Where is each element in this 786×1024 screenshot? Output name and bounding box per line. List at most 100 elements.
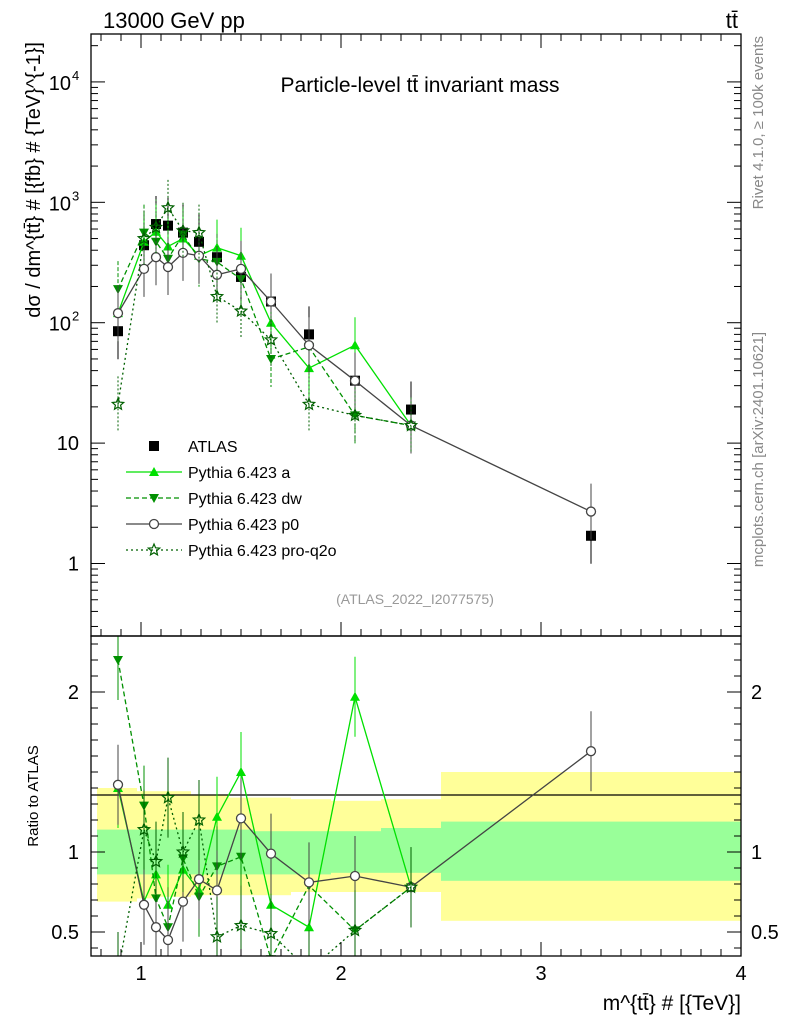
legend-label: ATLAS [188,439,238,456]
ratio-point [265,848,277,859]
ratio-point [138,899,150,910]
uncertainty-band-inner [331,831,381,873]
mcplots-label: mcplots.cern.ch [arXiv:2401.10621] [750,332,767,567]
uncertainty-band-inner [137,829,153,875]
y-tick-label: 10 [57,433,79,455]
ratio-point [112,779,124,790]
uncertainty-band-inner [229,829,255,875]
ratio-point [160,790,176,804]
legend-marker [149,494,159,503]
data-point [160,200,176,214]
x-axis-label: m^{tt̄} # [{TeV}] [603,992,741,1015]
data-point [303,340,315,351]
series-line-4 [117,206,412,427]
ratio-point [349,870,361,882]
ratio-y-tick-label-right: 2 [751,682,762,704]
chart-title: Particle-level tt̄ invariant mass [281,74,560,97]
data-point [209,288,225,303]
data-point [138,263,150,275]
ratio-point [303,964,314,975]
data-point [403,417,419,432]
data-point [585,506,597,517]
ratio-point [113,656,123,665]
ratio-point [304,922,314,932]
data-point [150,252,162,263]
data-point [136,231,152,245]
series-2 [113,204,416,454]
header-process-label: tt̄ [726,8,738,33]
ratio-point [148,854,164,868]
legend-marker [146,542,162,557]
main-y-axis-label: dσ / dm^{tt̄} # [{fb} # {TeV}^{-1}] [23,42,45,318]
legend-label: Pythia 6.423 pro-q2o [188,543,337,560]
legend-marker [148,518,160,530]
series-line-1 [117,230,412,426]
ratio-y-axis-label: Ratio to ATLAS [25,745,42,846]
rivet-version-label: Rivet 4.1.0, ≥ 100k events [750,36,767,209]
ratio-point [212,811,222,821]
legend-item: Pythia 6.423 dw [126,491,302,508]
ratio-y-tick-label: 1 [68,842,79,864]
legend: ATLAS Pythia 6.423 a Pythia 6.423 dw Pythia… [126,439,337,560]
ratio-point [162,934,174,946]
legend-item: Pythia 6.423 p0 [126,517,299,534]
y-tick-label: 10 [49,73,71,95]
ratio-y-tick-label-right: 0.5 [751,922,779,944]
y-tick-label: 10 [49,314,71,336]
data-point [266,354,276,364]
legend-marker [149,441,159,451]
ratio-point [233,918,249,932]
x-tick-label: 3 [535,963,546,985]
y-tick-label: 1 [68,554,79,576]
ratio-y-tick-label: 0.5 [51,922,79,944]
data-point [110,396,126,411]
data-point [350,340,360,350]
data-point [193,250,205,261]
legend-label: Pythia 6.423 a [188,465,290,482]
ratio-band-layer [97,772,741,921]
x-tick-label: 2 [335,963,346,985]
legend-marker [149,467,159,476]
series-4 [110,179,419,454]
ratio-y-tick-label-right: 1 [751,842,762,864]
main-series-layer [110,179,597,564]
data-point [162,261,174,273]
legend-label: Pythia 6.423 p0 [188,517,299,534]
ratio-y-tick-label: 2 [68,682,79,704]
uncertainty-band-inner [291,831,331,875]
ratio-point [236,767,246,776]
legend-item: Pythia 6.423 a [126,465,290,482]
y-tick-label-exponent: 4 [72,68,79,83]
ratio-point [191,812,207,827]
data-point [233,303,249,318]
x-axis: 1 2 3 4 [100,34,747,985]
ratio-line [117,659,412,956]
ratio-point [211,885,223,896]
x-tick-label: 4 [735,963,746,985]
data-point [112,308,124,319]
ratio-point [193,874,205,885]
ratio-point [347,922,363,937]
uncertainty-band-inner [441,821,741,881]
ratio-panel-frame [90,635,742,957]
ratio-point [235,813,247,824]
data-point [301,396,317,411]
data-point [263,332,279,346]
ratio-point [175,844,191,859]
legend-label: Pythia 6.423 dw [188,491,302,508]
ratio-point [112,966,123,977]
legend-item: ATLAS [149,439,238,456]
ratio-point [150,922,162,933]
ratio-point [263,926,279,940]
analysis-label: (ATLAS_2022_I2077575) [336,591,494,607]
ratio-point [136,822,152,836]
series-3 [112,224,597,540]
ratio-point [209,929,225,943]
ratio-point [350,691,360,701]
data-point [235,263,247,275]
ratio-y-axis: 0.5 0.5 1 1 2 2 [51,643,779,949]
data-point [347,407,363,422]
x-tick-label: 1 [135,963,146,985]
ratio-point [303,877,315,888]
